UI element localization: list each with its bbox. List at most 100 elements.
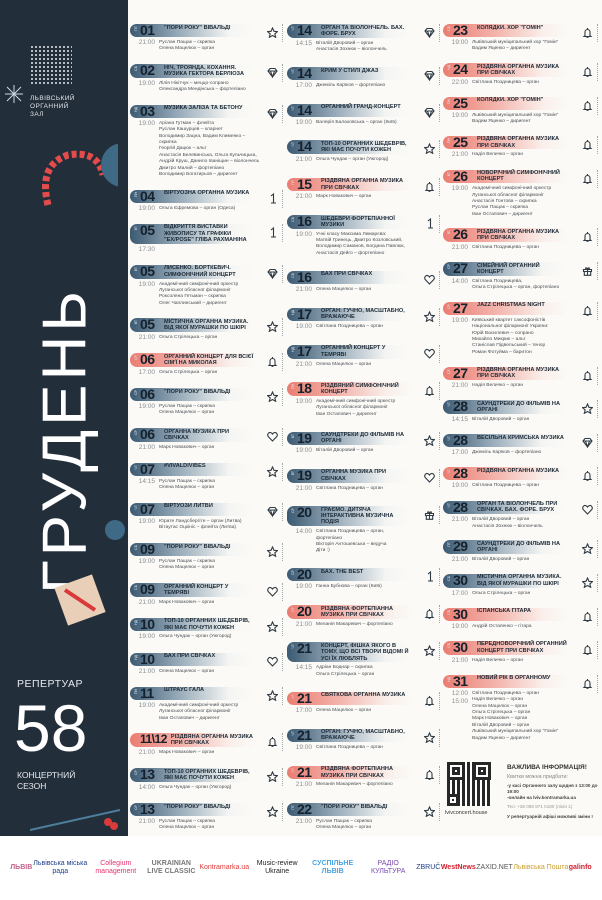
event-item[interactable]: ВТ 26 НОВОРІЧНИЙ СИМФОНІЧНИЙ КОНЦЕРТ 19:… — [443, 169, 599, 219]
event-item[interactable]: ЧТ 07 #VIVALDIVIBES 14:15 Руслан Пащак – … — [130, 462, 284, 492]
event-item[interactable]: СР 13 "ПОРИ РОКУ" ВІВАЛЬДІ 21:00 Руслан П… — [130, 802, 284, 832]
partner-logo[interactable]: galinfo — [568, 864, 592, 871]
event-item[interactable]: СБ 16 ШЕДЕВРИ ФОРТЕПІАННОЇ МУЗИКИ 19:00 У… — [287, 214, 441, 257]
event-title: ОРГАННИЙ КОНЦЕРТ У ТЕМРЯВІ — [321, 345, 386, 358]
event-item[interactable]: НД 03 МУЗИКА ЗАЛІЗА ТА БЕТОНУ 19:00 Аріан… — [130, 104, 284, 179]
event-date: 24 — [453, 61, 468, 78]
category-tag — [439, 140, 441, 159]
event-item[interactable]: СР 13 ТОП-10 ОРГАННИХ ШЕДЕВРІВ, ЯКІ МАЄ … — [130, 767, 284, 792]
event-item[interactable]: СБ 30 ПЕРЕДНОВОРІЧНИЙ ОРГАННИЙ КОНЦЕРТ П… — [443, 640, 599, 665]
event-item[interactable]: ЧТ 21 КОНЦЕРТ, ФІШКА ЯКОГО В ТОМУ, ЩО ВС… — [287, 641, 441, 678]
event-date-pill: ВТ 19 ОРГАННА МУЗИКА ПРИ СВІЧКАХ — [287, 468, 411, 483]
star-icon — [266, 804, 279, 818]
event-item[interactable]: ЧТ 28 ВЕСІЛЬНА КРИМСЬКА МУЗИКА 17:00 Джем… — [443, 433, 599, 457]
event-time: 19:00 — [295, 447, 312, 455]
qr-code-icon[interactable] — [447, 762, 491, 806]
event-item[interactable]: ЧТ 14 ОРГАННИЙ ГРАНД-КОНЦЕРТ 19:00 Валері… — [287, 103, 441, 127]
website-link[interactable]: lvivconcert.house — [445, 810, 488, 816]
event-item[interactable]: СР 06 ОРГАННА МУЗИКА ПРИ СВІЧКАХ 21:00 Ма… — [130, 427, 284, 452]
event-item[interactable]: СБ 02 НІЧ, ТРОЯНДА, КОХАННЯ. МУЗИКА ГЕКТ… — [130, 63, 284, 93]
partner-logo[interactable]: Collegium management — [95, 860, 137, 875]
event-item[interactable]: ПТ 22 "ПОРИ РОКУ" ВІВАЛЬДІ 21:00 Руслан П… — [287, 802, 441, 832]
event-item[interactable]: СР 27 РІЗДВЯНА ОРГАННА МУЗИКА ПРИ СВІЧКА… — [443, 366, 599, 391]
event-date-pill: СР 27 JAZZ CHRISTMAS NIGHT — [443, 301, 567, 315]
event-item[interactable]: ВТ 05 МІСТИЧНА ОРГАННА МУЗИКА. ВІД ЯКОЇ … — [130, 317, 284, 342]
event-item[interactable]: ПН 11 ШТРАУС ГАЛА 19:00 Академічний симфо… — [130, 686, 284, 722]
partner-logo[interactable]: UKRAINIAN LIVE CLASSIC — [147, 860, 196, 875]
event-item[interactable]: НД 10 БАХ ПРИ СВІЧКАХ 21:00 Олена Мацелюх… — [130, 652, 284, 676]
event-item[interactable]: СБ 16 БАХ ПРИ СВІЧКАХ 21:00 Олена Мацелюх… — [287, 270, 441, 294]
event-item[interactable]: ЧТ 28 ОРГАН ТА ВІОЛОНЧЕЛЬ ПРИ СВІЧКАХ. Б… — [443, 500, 599, 530]
event-item[interactable]: ЧТ 07 ВІРТУОЗИ ЛИТВИ 19:00 Юрате Ландсбер… — [130, 502, 284, 532]
event-item[interactable]: ПТ 29 САУНДТРЕКИ ДО ФІЛЬМІВ НА ОРГАНІ 21… — [443, 539, 599, 564]
event-item[interactable]: ВТ 19 САУНДТРЕКИ ДО ФІЛЬМІВ НА ОРГАНІ 19… — [287, 431, 441, 456]
partner-logo[interactable]: ZAXID.NET — [476, 864, 513, 871]
event-item[interactable]: СБ 23 КОЛЯДКИ. ХОР "ГОМІН" 19:00 Львівськ… — [443, 23, 599, 53]
event-item[interactable]: ЧТ 14 КРИМ У СТИЛІ ДЖАЗ 17:00 Джеміль Кар… — [287, 66, 441, 90]
event-title: РІЗДВЯНА ФОРТЕПІАННА МУЗИКА ПРИ СВІЧКАХ — [321, 766, 393, 779]
event-item[interactable]: ПТ 15 РІЗДВЯНА ОРГАННА МУЗИКА ПРИ СВІЧКА… — [287, 177, 441, 202]
event-times: 21:00 — [130, 334, 159, 342]
event-date: 25 — [453, 94, 468, 111]
event-item[interactable]: СР 27 JAZZ CHRISTMAS NIGHT 19:00 Київськи… — [443, 301, 599, 356]
partner-logo[interactable]: Kontramarka.ua — [199, 864, 250, 871]
event-time: 21:00 — [295, 818, 312, 826]
event-item[interactable]: ВТ 19 ОРГАННА МУЗИКА ПРИ СВІЧКАХ 21:00 Св… — [287, 468, 441, 493]
partner-logo[interactable]: Music-review Ukraine — [256, 860, 298, 875]
event-performers: Надія Величко – орган — [472, 657, 523, 665]
event-times: 21:00 — [130, 749, 159, 757]
online-tickets-link[interactable]: -онлайн на lviv.kontramarka.ua — [507, 795, 576, 800]
weekday: ЧТ — [291, 69, 295, 74]
event-item[interactable]: СР 20 РІЗДВЯНА ФОРТЕПІАННА МУЗИКА ПРИ СВ… — [287, 604, 441, 629]
event-item[interactable]: НД 24 РІЗДВЯНА ОРГАННА МУЗИКА ПРИ СВІЧКА… — [443, 61, 599, 87]
partner-logo[interactable]: РАДІО КУЛЬТУРА — [370, 860, 406, 875]
partner-logo[interactable]: Львівська Пошта — [513, 864, 569, 871]
event-title: JAZZ CHRISTMAS NIGHT — [477, 302, 545, 309]
event-item[interactable]: ВТ 05 ВІДКРИТТЯ ВИСТАВКИ ЖИВОПИСУ ТА ГРА… — [130, 223, 284, 254]
event-item[interactable]: ВТ 26 РІЗДВЯНА ОРГАННА МУЗИКА ПРИ СВІЧКА… — [443, 227, 599, 252]
partner-logo[interactable]: WestNews — [440, 864, 476, 871]
performer-line: Руслан Пащак – скрипка — [159, 404, 215, 410]
event-item[interactable]: СР 06 ОРГАННИЙ КОНЦЕРТ ДЛЯ ВСІЄЇ СІМ'Ї Н… — [130, 352, 284, 377]
partner-logo[interactable]: ZBRUČ — [416, 864, 441, 871]
event-item[interactable]: НД 17 ОРГАН: ГУЧНО, МАСШТАБНО, ВРАЖАЮЧЕ … — [287, 307, 441, 332]
event-date-pill: ПТ 01 "ПОРИ РОКУ" ВІВАЛЬДІ — [130, 23, 254, 37]
event-item[interactable]: ПН 25 КОЛЯДКИ. ХОР "ГОМІН" 19:00 Львівськ… — [443, 94, 599, 126]
category-tag — [597, 573, 599, 592]
event-item[interactable]: НД 10 ТОП-10 ОРГАННИХ ШЕДЕВРІВ, ЯКІ МАЄ … — [130, 617, 284, 642]
event-item[interactable]: НД 17 ОРГАННИЙ КОНЦЕРТ У ТЕМРЯВІ 21:00 Ол… — [287, 344, 441, 369]
event-item[interactable]: ЧТ 28 САУНДТРЕКИ ДО ФІЛЬМІВ НА ОРГАНІ 14… — [443, 399, 599, 424]
event-item[interactable]: ЧТ 21 ОРГАН: ГУЧНО, МАСШТАБНО, ВРАЖАЮЧЕ … — [287, 728, 441, 753]
event-item[interactable]: СБ 09 ОРГАННИЙ КОНЦЕРТ У ТЕМРЯВІ 21:00 Ма… — [130, 582, 284, 607]
event-item[interactable]: НД 31 НОВИЙ РІК В ОРГАННОМУ 12:00 15:00 Св… — [443, 674, 599, 742]
performer-line: Надія Величко – орган — [472, 383, 524, 389]
event-item[interactable]: ВТ 05 ЛИСЕНКО. БОРТКЕВИЧ. СИМФОНІЧНИЙ КО… — [130, 264, 284, 307]
event-item[interactable]: СР 06 "ПОРИ РОКУ" ВІВАЛЬДІ 19:00 Руслан П… — [130, 387, 284, 417]
event-item[interactable]: СР 27 СІМЕЙНИЙ ОРГАННИЙ КОНЦЕРТ 14:00 Сві… — [443, 261, 599, 291]
event-item[interactable]: СБ 09 "ПОРИ РОКУ" ВІВАЛЬДІ 19:00 Руслан П… — [130, 542, 284, 572]
event-times: 19:00 — [443, 185, 472, 218]
partner-logo[interactable]: Львівська міська рада — [33, 860, 88, 875]
event-item[interactable]: СБ 30 ІСПАНСЬКА ГІТАРА 19:00 Андрій Остап… — [443, 607, 599, 631]
event-item[interactable]: ПН 25 РІЗДВЯНА ОРГАННА МУЗИКА ПРИ СВІЧКА… — [443, 135, 599, 160]
diamond-icon — [267, 106, 278, 120]
event-item[interactable]: ПН 18 РІЗДВЯНИЙ СИМФОНІЧНИЙ КОНЦЕРТ 19:0… — [287, 381, 441, 418]
performer-line: Світлана Поздницева – орган — [472, 483, 540, 489]
event-item[interactable]: СБ 30 МІСТИЧНА ОРГАННА МУЗИКА. ВІД ЯКОЇ … — [443, 573, 599, 598]
category-tag — [282, 104, 284, 123]
event-item[interactable]: ЧТ 14 ОРГАН ТА ВІОЛОНЧЕЛЬ. БАХ. ФОРЕ. БР… — [287, 23, 441, 53]
event-item[interactable]: СР 20 ГРАЄМО. ДИТЯЧА ІНТЕРАКТИВНА МУЗИЧН… — [287, 505, 441, 555]
category-tag — [439, 215, 441, 234]
event-item[interactable]: ЧТ 21 СВЯТКОВА ОРГАННА МУЗИКА 17:00 Олена… — [287, 691, 441, 715]
partner-logo[interactable]: СУСПІЛЬНЕ ЛЬВІВ — [312, 860, 354, 875]
event-item[interactable]: ПТ 01 "ПОРИ РОКУ" ВІВАЛЬДІ 21:00 Руслан П… — [130, 23, 284, 53]
event-item[interactable]: ЧТ 28 РІЗДВЯНА ОРГАННА МУЗИКА 19:00 Світл… — [443, 466, 599, 490]
event-item[interactable]: 11\12 РІЗДВЯНА ОРГАННА МУЗИКА ПРИ СВІЧКА… — [130, 733, 284, 757]
event-title: БАХ ПРИ СВІЧКАХ — [164, 653, 216, 660]
event-item[interactable]: ЧТ 21 РІЗДВЯНА ФОРТЕПІАННА МУЗИКА ПРИ СВ… — [287, 765, 441, 790]
weekday: ЧТ — [134, 504, 138, 510]
partner-logo[interactable]: ЛЬВІВ — [10, 864, 33, 871]
event-item[interactable]: ЧТ 14 ТОП-10 ОРГАННИХ ШЕДЕВРІВ, ЯКІ МАЄ … — [287, 139, 441, 164]
event-item[interactable]: СР 20 БАХ. THE BEST 19:00 Ганна Бубнова –… — [287, 567, 441, 591]
event-item[interactable]: ПН 04 ВІРТУОЗНА ОРГАННА МУЗИКА 19:00 Ольг… — [130, 189, 284, 213]
